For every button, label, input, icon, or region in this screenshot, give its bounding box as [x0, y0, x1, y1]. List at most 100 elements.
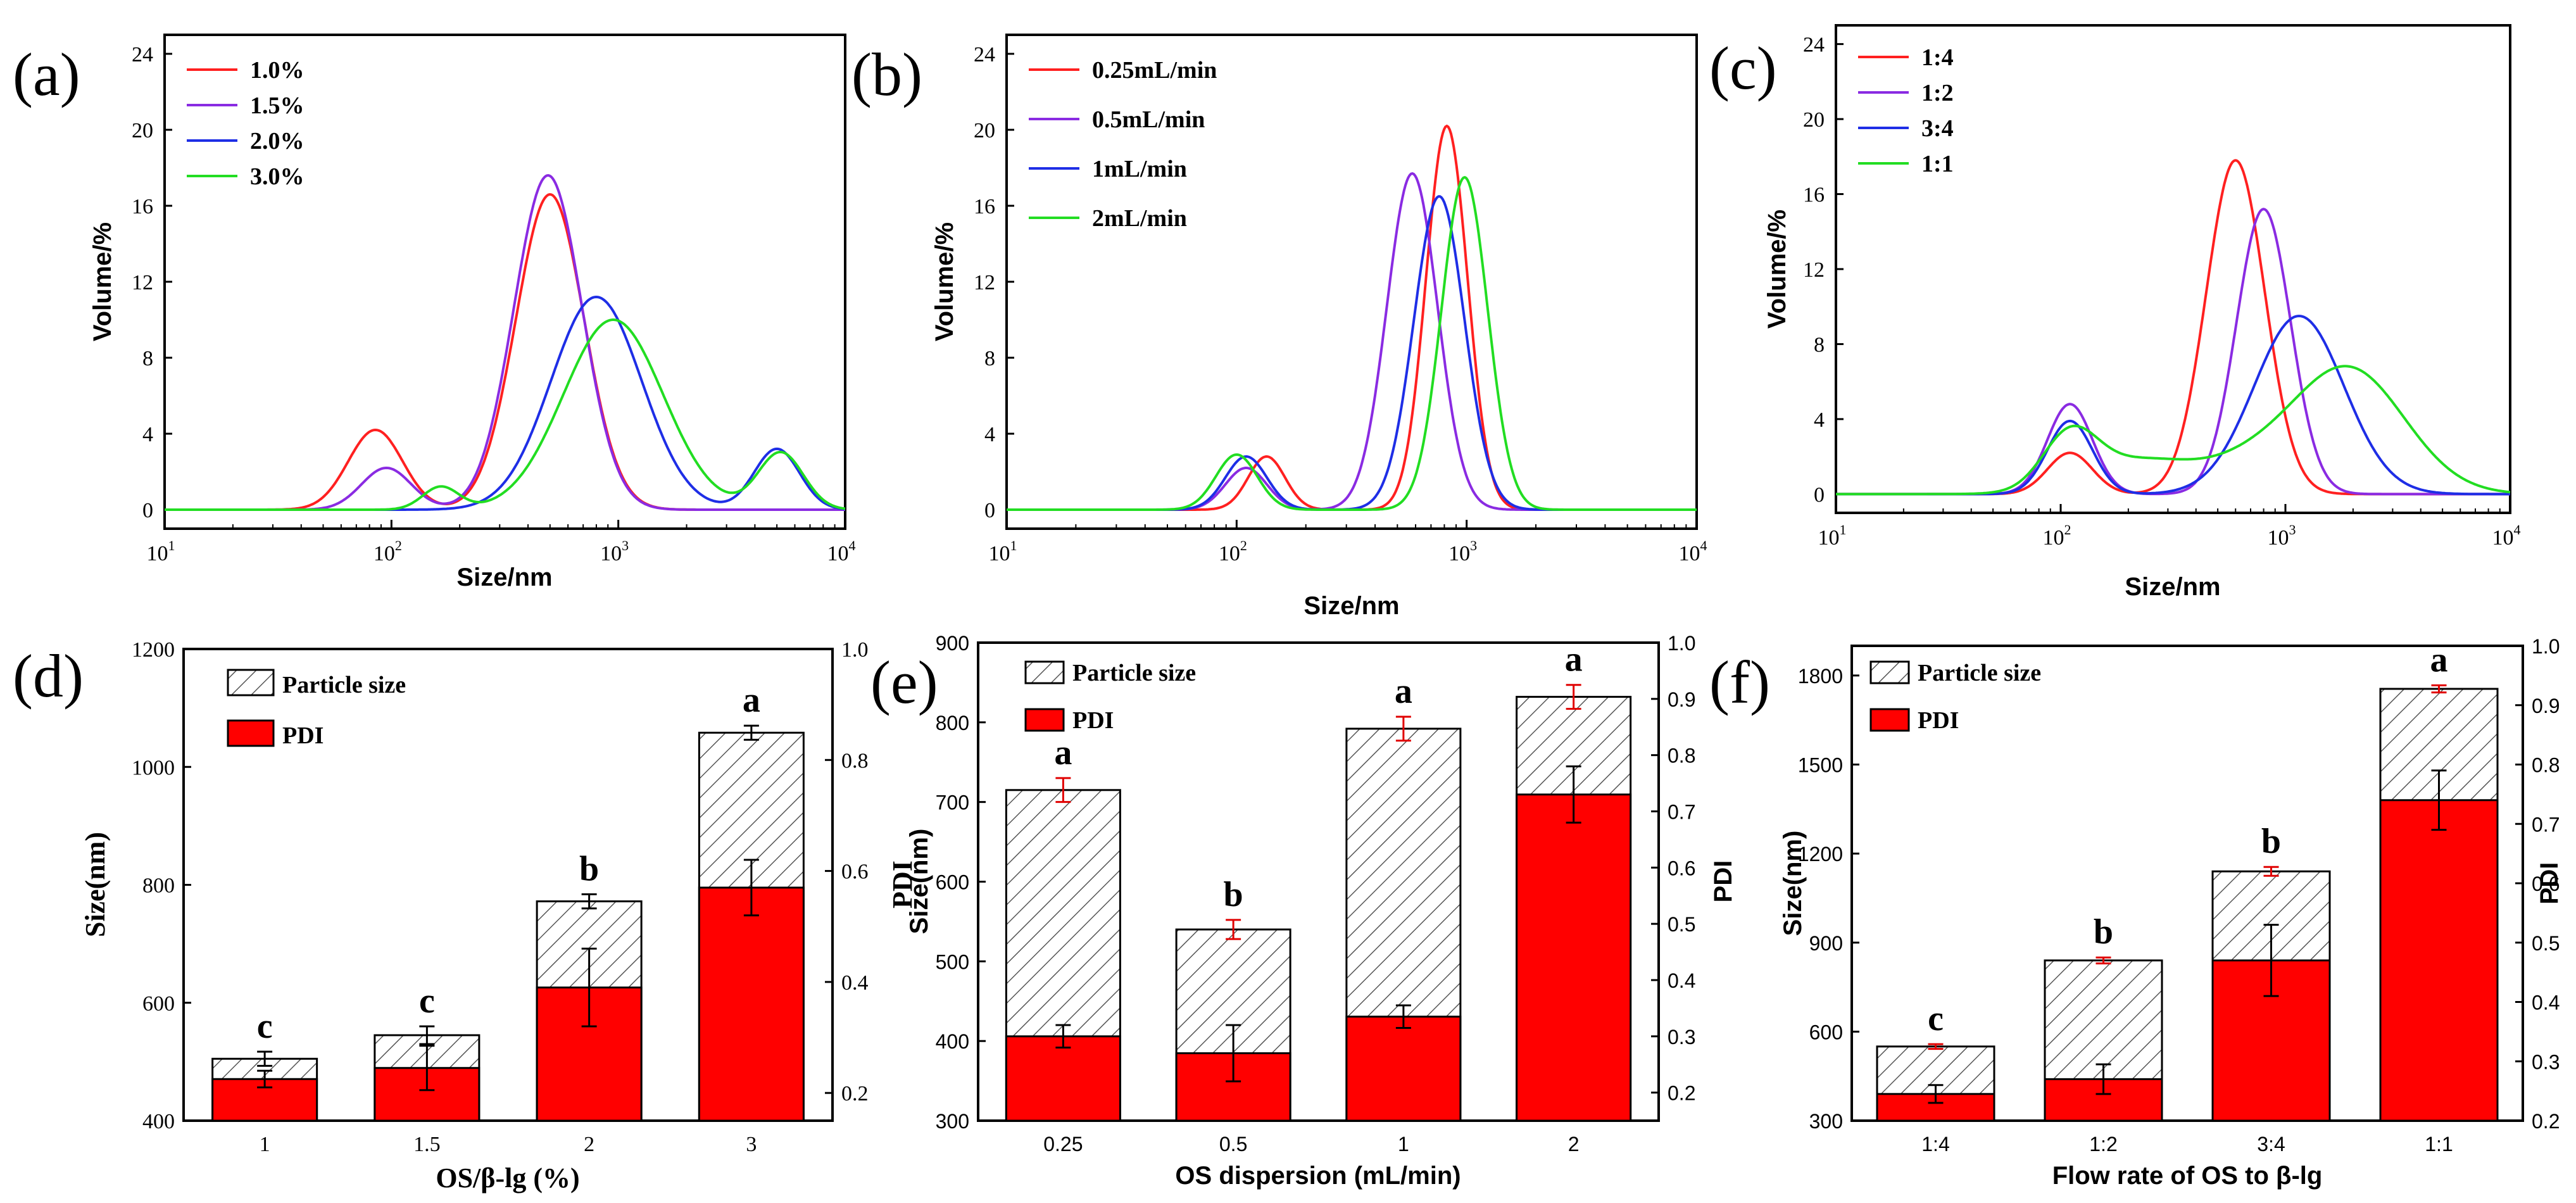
legend-label-size: Particle size	[1918, 660, 2041, 686]
x-tick-label: 1:2	[2089, 1133, 2117, 1156]
legend-label: 1mL/min	[1092, 156, 1187, 182]
y2-tick-label: 0.7	[2532, 813, 2560, 836]
x-tick-label: 103	[2268, 522, 2296, 550]
legend-label-pdi: PDI	[1918, 707, 1959, 734]
y-tick-label: 1200	[1798, 843, 1843, 866]
plot-area-d: 400 600 800 1000 1200 0.2 0.4 0.6 0.8 1.0 1 c 1.5 c 2 b…	[132, 638, 869, 1156]
series-line	[165, 192, 845, 511]
y-tick-label: 20	[974, 119, 995, 142]
x-tick-label: 102	[1219, 538, 1247, 565]
y2-tick-label: 0.4	[1668, 969, 1695, 992]
y-tick-label: 16	[974, 195, 995, 218]
significance-letter: a	[1054, 733, 1072, 772]
y-tick-label: 0	[984, 499, 995, 522]
y2-tick-label: 0.3	[1668, 1026, 1695, 1049]
legend-label: 0.25mL/min	[1092, 57, 1217, 84]
y-tick-label: 8	[142, 347, 153, 370]
x-tick-label: 1:4	[1921, 1133, 1949, 1156]
y2-tick-label: 0.6	[841, 860, 869, 884]
y-tick-label: 8	[1814, 333, 1825, 356]
y-tick-label: 24	[1803, 34, 1825, 57]
pdi-bar	[1345, 1016, 1462, 1122]
legend-label-size: Particle size	[282, 672, 406, 698]
y2-tick-label: 0.6	[1668, 857, 1695, 879]
panel-b: (b) 0 4 8 12 16 20 24 101 102 103 104 0.25mL/min 0.5…	[851, 34, 1707, 620]
y-tick-label: 1800	[1798, 665, 1843, 688]
y2-tick-label: 0.9	[1668, 688, 1695, 711]
series-line	[1836, 208, 2510, 496]
x-tick-label: 1:1	[2425, 1133, 2453, 1156]
y-tick-label: 400	[142, 1110, 175, 1133]
panel-e: (e) 300 400 500 600 700 800 900 0.2 0.3 0.4 0.5 0.6…	[870, 632, 1737, 1190]
y-axis-title-c: Volume/%	[1763, 210, 1791, 329]
significance-letter: a	[1395, 672, 1412, 711]
y2-tick-label: 0.8	[2532, 754, 2560, 777]
y2-tick-label: 0.4	[2532, 992, 2560, 1014]
y-tick-label: 300	[1809, 1110, 1843, 1133]
legend-swatch-pdi	[1869, 708, 1910, 732]
y2-tick-label: 0.8	[1668, 745, 1695, 767]
y2-tick-label: 0.2	[1668, 1082, 1695, 1105]
x-tick-label: 103	[600, 538, 629, 565]
series-line	[1007, 195, 1697, 511]
legend-label: 1:4	[1921, 44, 1954, 71]
y-axis-title-e: Size(nm)	[905, 829, 933, 935]
panel-label-b: (b)	[851, 41, 922, 108]
y-tick-label: 4	[1814, 408, 1825, 432]
y2-tick-label: 0.5	[1668, 913, 1695, 936]
significance-letter: b	[2094, 912, 2113, 952]
y-axis-title-a: Volume/%	[89, 222, 116, 341]
y-axis-title-d: Size(nm)	[80, 832, 111, 937]
y-tick-label: 4	[984, 423, 995, 446]
y-tick-label: 0	[142, 499, 153, 522]
panel-label-f: (f)	[1709, 648, 1770, 716]
y-tick-label: 1200	[132, 638, 175, 662]
legend-label: 1:2	[1921, 80, 1954, 106]
y2-tick-label: 1.0	[2532, 635, 2560, 658]
pdi-bar	[698, 886, 805, 1122]
x-tick-label: 101	[147, 538, 175, 565]
panel-label-e: (e)	[870, 648, 938, 716]
y-tick-label: 4	[142, 423, 153, 446]
x-tick-label: 104	[2492, 522, 2521, 550]
legend-label-pdi: PDI	[282, 722, 324, 749]
significance-letter: c	[1928, 999, 1944, 1038]
legend-swatch-size	[1024, 660, 1065, 684]
y-tick-label: 400	[936, 1030, 969, 1053]
x-tick-label: 1.5	[413, 1133, 441, 1156]
legend-label: 1.5%	[250, 92, 305, 119]
series-line	[1836, 315, 2510, 496]
panel-f: (f) 300 600 900 1200 1500 1800 0.2 0.3 0.4 0.5 0.6…	[1709, 635, 2563, 1190]
y-tick-label: 24	[132, 43, 153, 66]
y2-tick-label: 1.0	[841, 638, 869, 662]
y2-tick-label: 0.9	[2532, 695, 2560, 717]
series-line	[1836, 159, 2510, 496]
x-axis-title-a: Size/nm	[456, 564, 552, 591]
y2-tick-label: 0.7	[1668, 800, 1695, 823]
significance-letter: b	[579, 849, 599, 888]
y-tick-label: 900	[936, 632, 969, 655]
significance-letter: a	[2430, 640, 2448, 679]
significance-letter: c	[419, 981, 435, 1021]
x-tick-label: 1	[1398, 1133, 1409, 1156]
legend-swatch-size	[1869, 660, 1910, 684]
y-tick-label: 8	[984, 347, 995, 370]
legend-label: 3.0%	[250, 163, 305, 190]
x-tick-label: 103	[1448, 538, 1477, 565]
y-tick-label: 600	[936, 871, 969, 894]
y2-tick-label: 0.8	[841, 749, 869, 772]
x-tick-label: 101	[1818, 522, 1847, 550]
x-axis-title-e: OS dispersion (mL/min)	[1175, 1162, 1461, 1190]
y-tick-label: 12	[974, 271, 995, 294]
x-tick-label: 2	[584, 1133, 594, 1156]
panel-d: (d) 400 600 800 1000 1200 0.2 0.4 0.6 0.8 1.0 1 c 1.…	[13, 638, 918, 1194]
legend-label: 0.5mL/min	[1092, 106, 1205, 133]
x-axis-title-d: OS/β-lg (%)	[436, 1162, 579, 1194]
x-axis-title-c: Size/nm	[2125, 573, 2220, 601]
y-tick-label: 24	[974, 43, 995, 66]
legend-swatch-pdi	[1024, 708, 1065, 732]
pdi-bar	[2379, 799, 2499, 1122]
series-line	[1836, 365, 2511, 496]
significance-letter: b	[2261, 822, 2281, 861]
